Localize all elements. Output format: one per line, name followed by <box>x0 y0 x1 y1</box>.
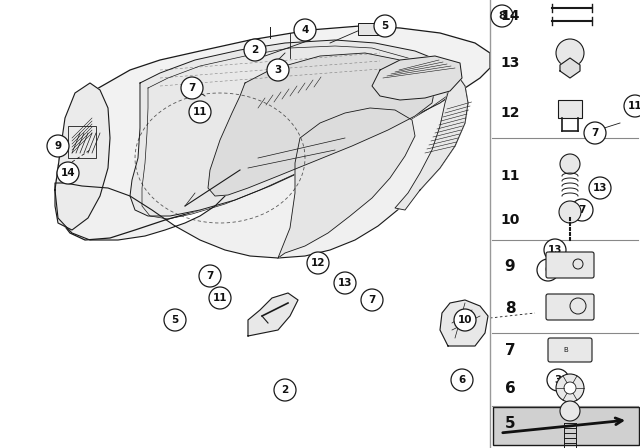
Text: 13: 13 <box>593 183 607 193</box>
Text: 12: 12 <box>500 106 520 120</box>
Polygon shape <box>248 293 298 336</box>
Text: 9: 9 <box>505 258 515 273</box>
Circle shape <box>560 401 580 421</box>
Circle shape <box>209 287 231 309</box>
Circle shape <box>556 39 584 67</box>
Text: 6: 6 <box>545 265 552 275</box>
Circle shape <box>244 39 266 61</box>
Circle shape <box>451 369 473 391</box>
Circle shape <box>307 252 329 274</box>
Polygon shape <box>372 56 462 100</box>
Text: 8: 8 <box>499 11 506 21</box>
Circle shape <box>547 369 569 391</box>
Circle shape <box>564 382 576 394</box>
Text: 12: 12 <box>311 258 325 268</box>
Text: 6: 6 <box>504 380 515 396</box>
FancyBboxPatch shape <box>548 338 592 362</box>
Text: 7: 7 <box>188 83 196 93</box>
Polygon shape <box>208 53 435 196</box>
Polygon shape <box>55 83 110 230</box>
Text: 13: 13 <box>548 245 563 255</box>
Text: B: B <box>564 347 568 353</box>
Text: 11: 11 <box>500 169 520 183</box>
Circle shape <box>624 95 640 117</box>
Circle shape <box>57 162 79 184</box>
Text: 9: 9 <box>54 141 61 151</box>
FancyBboxPatch shape <box>546 252 594 278</box>
Text: 14: 14 <box>500 9 520 23</box>
Text: 5: 5 <box>505 415 515 431</box>
Circle shape <box>571 199 593 221</box>
Circle shape <box>267 59 289 81</box>
Circle shape <box>589 177 611 199</box>
Text: 13: 13 <box>338 278 352 288</box>
Circle shape <box>199 265 221 287</box>
Text: 2: 2 <box>252 45 259 55</box>
Text: 5: 5 <box>172 315 179 325</box>
Text: 3: 3 <box>275 65 282 75</box>
Circle shape <box>164 309 186 331</box>
Polygon shape <box>130 40 460 216</box>
Polygon shape <box>55 26 490 240</box>
Circle shape <box>294 19 316 41</box>
Bar <box>358 23 380 35</box>
Polygon shape <box>278 108 415 258</box>
Circle shape <box>274 379 296 401</box>
Polygon shape <box>55 76 468 258</box>
Circle shape <box>361 289 383 311</box>
Polygon shape <box>560 58 580 78</box>
Circle shape <box>334 272 356 294</box>
Circle shape <box>374 15 396 37</box>
Bar <box>68 126 96 158</box>
Circle shape <box>181 77 203 99</box>
Polygon shape <box>395 76 468 210</box>
Circle shape <box>454 309 476 331</box>
Bar <box>558 100 582 118</box>
FancyBboxPatch shape <box>493 407 639 445</box>
Text: 10: 10 <box>458 315 472 325</box>
Text: 10: 10 <box>500 213 520 227</box>
Text: 4: 4 <box>301 25 308 35</box>
Text: 7: 7 <box>579 205 586 215</box>
Circle shape <box>560 154 580 174</box>
FancyBboxPatch shape <box>546 294 594 320</box>
Circle shape <box>556 374 584 402</box>
Text: 7: 7 <box>505 343 515 358</box>
Circle shape <box>584 122 606 144</box>
Text: 2: 2 <box>282 385 289 395</box>
Text: 7: 7 <box>206 271 214 281</box>
Text: 11: 11 <box>193 107 207 117</box>
Text: 8: 8 <box>505 301 515 315</box>
Text: 7: 7 <box>591 128 598 138</box>
Text: 11: 11 <box>212 293 227 303</box>
Text: 11: 11 <box>628 101 640 111</box>
Text: 5: 5 <box>381 21 388 31</box>
Text: 14: 14 <box>61 168 76 178</box>
Text: 3: 3 <box>554 375 562 385</box>
Text: 6: 6 <box>458 375 466 385</box>
Polygon shape <box>440 300 488 346</box>
Text: 7: 7 <box>368 295 376 305</box>
Circle shape <box>189 101 211 123</box>
Circle shape <box>559 201 581 223</box>
Circle shape <box>537 259 559 281</box>
Text: 13: 13 <box>500 56 520 70</box>
Circle shape <box>544 239 566 261</box>
Circle shape <box>491 5 513 27</box>
Circle shape <box>47 135 69 157</box>
